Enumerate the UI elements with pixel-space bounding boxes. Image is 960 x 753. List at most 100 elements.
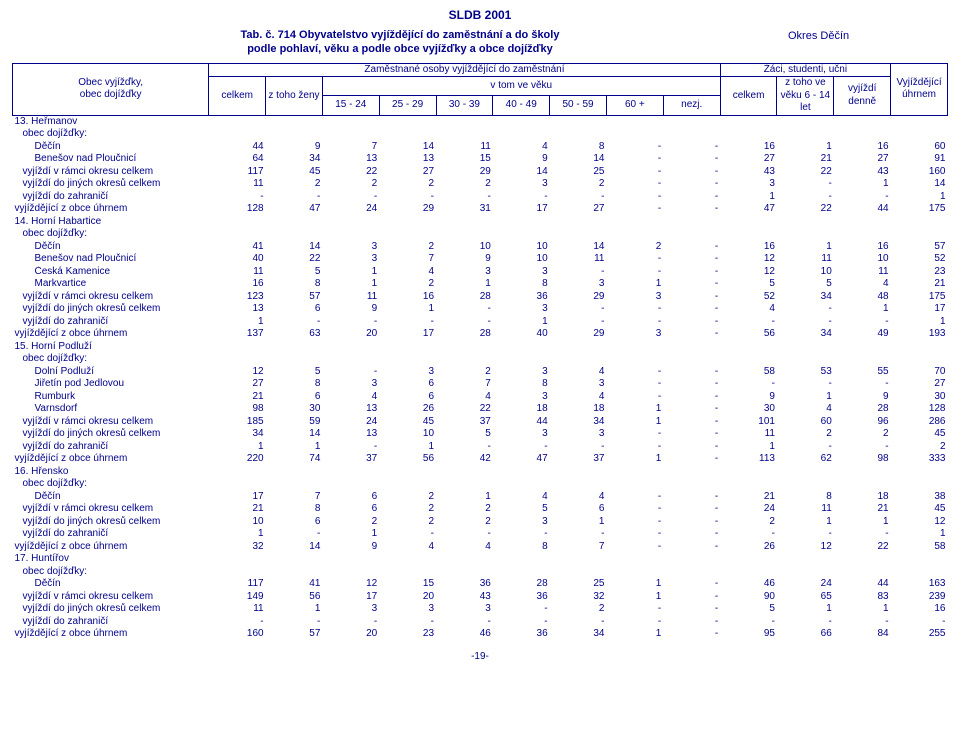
th-obec-l2: obec dojížďky <box>80 89 142 100</box>
cell: 27 <box>834 153 891 166</box>
cell <box>322 228 379 241</box>
cell <box>266 128 323 141</box>
row-label: vyjíždí do jiných okresů celkem <box>13 516 209 529</box>
cell <box>606 128 663 141</box>
cell: - <box>663 203 720 216</box>
cell: - <box>777 316 834 329</box>
cell: 1 <box>379 303 436 316</box>
document-title: SLDB 2001 <box>12 8 948 22</box>
table-row: vyjíždí do zahraničí---------1--1 <box>13 191 948 204</box>
table-row: obec dojížďky: <box>13 353 948 366</box>
table-title-line1: Obyvatelstvo vyjíždějící do zaměstnání a… <box>299 29 559 41</box>
cell: 28 <box>436 328 493 341</box>
cell: 1 <box>436 278 493 291</box>
cell: - <box>493 441 550 454</box>
cell: 34 <box>550 628 607 641</box>
cell: 4 <box>436 541 493 554</box>
cell <box>209 115 266 128</box>
cell: 27 <box>379 166 436 179</box>
table-row: Děčín17762144--2181838 <box>13 491 948 504</box>
cell: 24 <box>777 578 834 591</box>
cell: 3 <box>379 603 436 616</box>
cell: - <box>550 266 607 279</box>
cell: 24 <box>322 416 379 429</box>
table-title: Tab. č. 714 Obyvatelstvo vyjíždějící do … <box>12 28 788 57</box>
cell: 12 <box>777 541 834 554</box>
cell: 11 <box>720 428 777 441</box>
cell: 15 <box>379 578 436 591</box>
cell: - <box>777 178 834 191</box>
cell: - <box>834 616 891 629</box>
cell: 57 <box>266 291 323 304</box>
cell: 3 <box>436 603 493 616</box>
cell: - <box>606 191 663 204</box>
cell: 24 <box>720 503 777 516</box>
row-label: obec dojížďky: <box>13 566 209 579</box>
cell: 44 <box>834 203 891 216</box>
cell <box>550 341 607 354</box>
table-row: vyjíždí v rámci okresu celkem21862256--2… <box>13 503 948 516</box>
cell: 57 <box>266 628 323 641</box>
row-label: Benešov nad Ploučnicí <box>13 153 209 166</box>
cell: 43 <box>720 166 777 179</box>
cell: 1 <box>209 441 266 454</box>
cell: - <box>379 616 436 629</box>
th-25-29: 25 - 29 <box>379 96 436 115</box>
cell: 1 <box>606 278 663 291</box>
cell: 8 <box>266 503 323 516</box>
table-row: vyjíždí do zahraničí1----1------1 <box>13 316 948 329</box>
cell: 14 <box>493 166 550 179</box>
cell <box>891 553 948 566</box>
cell: 3 <box>550 378 607 391</box>
cell <box>663 353 720 366</box>
cell <box>777 115 834 128</box>
cell: 17 <box>891 303 948 316</box>
cell: 34 <box>266 153 323 166</box>
cell: - <box>663 366 720 379</box>
cell: 4 <box>550 491 607 504</box>
th-group-zam: Zaměstnané osoby vyjíždějící do zaměstná… <box>209 63 720 77</box>
th-uhrnem-l2: úhrnem <box>902 89 936 100</box>
row-label: 14. Horní Habartice <box>13 216 209 229</box>
cell: 1 <box>550 516 607 529</box>
cell: 2 <box>550 603 607 616</box>
th-stud-celkem: celkem <box>720 77 777 116</box>
cell: 98 <box>834 453 891 466</box>
cell <box>266 553 323 566</box>
cell: - <box>663 391 720 404</box>
cell: 58 <box>891 541 948 554</box>
cell: - <box>663 403 720 416</box>
cell: 18 <box>550 403 607 416</box>
cell: 4 <box>493 491 550 504</box>
row-label: vyjíždí v rámci okresu celkem <box>13 166 209 179</box>
cell: - <box>663 278 720 291</box>
cell: - <box>720 528 777 541</box>
cell: 13 <box>322 428 379 441</box>
cell <box>834 341 891 354</box>
cell: 1 <box>606 591 663 604</box>
row-label: Markvartice <box>13 278 209 291</box>
cell <box>436 353 493 366</box>
cell: 9 <box>266 141 323 154</box>
table-row: vyjíždí do jiných okresů celkem13691-3--… <box>13 303 948 316</box>
th-obec-l1: Obec vyjížďky, <box>78 77 143 88</box>
cell: 29 <box>550 291 607 304</box>
cell: 9 <box>436 253 493 266</box>
cell: 2 <box>379 491 436 504</box>
cell: 117 <box>209 166 266 179</box>
cell: 41 <box>266 578 323 591</box>
th-group-stud: Žáci, studenti, učni <box>720 63 890 77</box>
cell: 36 <box>493 628 550 641</box>
cell: 21 <box>209 503 266 516</box>
cell <box>379 353 436 366</box>
cell: 6 <box>266 391 323 404</box>
cell: 3 <box>550 278 607 291</box>
cell <box>663 128 720 141</box>
row-label: vyjíždějící z obce úhrnem <box>13 203 209 216</box>
cell: 137 <box>209 328 266 341</box>
cell: - <box>379 316 436 329</box>
cell: - <box>550 316 607 329</box>
cell: 4 <box>550 366 607 379</box>
table-row: vyjíždí do zahraničí11-1-----1--2 <box>13 441 948 454</box>
th-30-39: 30 - 39 <box>436 96 493 115</box>
